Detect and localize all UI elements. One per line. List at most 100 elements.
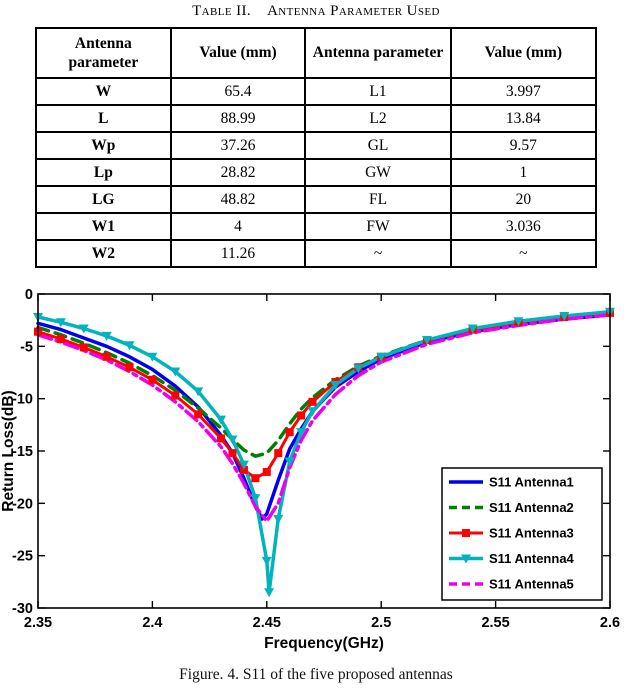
value-cell: 13.84 bbox=[449, 104, 598, 133]
y-tick-label: -10 bbox=[12, 392, 33, 408]
column-header: Value (mm) bbox=[449, 27, 598, 79]
param-cell: GL bbox=[304, 131, 452, 160]
square-marker bbox=[308, 397, 317, 406]
column-header: Value (mm) bbox=[169, 27, 307, 79]
value-cell: 4 bbox=[169, 212, 307, 241]
square-marker bbox=[262, 467, 271, 476]
triangle-marker bbox=[227, 435, 238, 445]
triangle-marker bbox=[78, 324, 89, 334]
param-cell: FW bbox=[304, 212, 452, 241]
triangle-marker bbox=[559, 311, 570, 321]
value-cell: 37.26 bbox=[169, 131, 307, 160]
y-tick-label: -20 bbox=[12, 496, 33, 512]
value-cell: 28.82 bbox=[169, 158, 307, 187]
value-cell: 48.82 bbox=[169, 185, 307, 214]
table-body: W 65.4 L1 3.997 L 88.99 L2 13.84 Wp 37.26 GL 9.57 Lp… bbox=[35, 77, 598, 268]
square-marker bbox=[285, 428, 294, 437]
value-cell: 20 bbox=[449, 185, 598, 214]
legend-label: S11 Antenna5 bbox=[489, 577, 574, 592]
parameter-table: Antenna parameter Value (mm) Antenna param… bbox=[35, 27, 598, 268]
triangle-marker bbox=[284, 457, 295, 467]
table-title-text: Antenna Parameter Used bbox=[267, 3, 440, 19]
param-cell: W2 bbox=[35, 239, 172, 268]
param-cell: Wp bbox=[35, 131, 172, 160]
square-marker bbox=[171, 391, 180, 400]
triangle-marker bbox=[307, 407, 318, 417]
s11-chart: 2.35 2.4 2.45 2.5 2.55 2.6 0 -5 -10 -15 -20 -25 -30 F… bbox=[0, 284, 632, 662]
column-header: Antenna parameter bbox=[35, 27, 172, 79]
table-header-row: Antenna parameter Value (mm) Antenna param… bbox=[35, 27, 598, 79]
square-marker bbox=[79, 343, 88, 352]
value-cell: 3.036 bbox=[449, 212, 598, 241]
value-cell: 65.4 bbox=[169, 77, 307, 106]
table-number: Table II. bbox=[192, 3, 252, 19]
legend-label: S11 Antenna1 bbox=[489, 475, 574, 490]
square-marker bbox=[239, 465, 248, 474]
x-tick-label: 2.55 bbox=[481, 615, 509, 631]
y-tick-label: -25 bbox=[12, 549, 33, 565]
param-cell: L1 bbox=[304, 77, 452, 106]
square-marker bbox=[228, 449, 237, 458]
y-axis-label: Return Loss(dB) bbox=[0, 390, 17, 511]
triangle-marker bbox=[216, 415, 227, 425]
value-cell: ~ bbox=[449, 239, 598, 268]
x-tick-label: 2.6 bbox=[600, 615, 620, 631]
value-cell: 1 bbox=[449, 158, 598, 187]
triangle-marker bbox=[250, 494, 261, 504]
triangle-marker bbox=[353, 364, 364, 374]
value-cell: 3.997 bbox=[449, 77, 598, 106]
y-tick-label: -5 bbox=[20, 339, 33, 355]
square-marker bbox=[56, 335, 65, 344]
triangle-marker bbox=[261, 556, 272, 566]
square-marker bbox=[251, 474, 260, 483]
value-cell: 88.99 bbox=[169, 104, 307, 133]
triangle-marker bbox=[421, 336, 432, 346]
square-marker bbox=[217, 434, 226, 443]
table-title: Table II. Antenna Parameter Used bbox=[0, 0, 632, 20]
square-marker bbox=[194, 410, 203, 419]
square-marker bbox=[297, 411, 306, 420]
triangle-marker bbox=[238, 460, 249, 470]
param-cell: ~ bbox=[304, 239, 452, 268]
param-cell: FL bbox=[304, 185, 452, 214]
param-cell: GW bbox=[304, 158, 452, 187]
s11-chart-wrap: 2.35 2.4 2.45 2.5 2.55 2.6 0 -5 -10 -15 -20 -25 -30 F… bbox=[0, 284, 632, 662]
table-row: W2 11.26 ~ ~ bbox=[35, 239, 598, 268]
legend-label: S11 Antenna2 bbox=[489, 500, 574, 515]
square-marker bbox=[148, 375, 157, 384]
triangle-marker bbox=[467, 324, 478, 334]
y-tick-label: -15 bbox=[12, 444, 33, 460]
triangle-marker bbox=[147, 352, 158, 362]
parameter-table-wrap: Antenna parameter Value (mm) Antenna param… bbox=[0, 20, 632, 268]
table-row: Lp 28.82 GW 1 bbox=[35, 158, 598, 187]
table-row: L 88.99 L2 13.84 bbox=[35, 104, 598, 133]
triangle-marker bbox=[193, 387, 204, 397]
triangle-marker bbox=[101, 331, 112, 341]
triangle-marker bbox=[376, 352, 387, 362]
legend-label: S11 Antenna3 bbox=[489, 526, 574, 541]
table-row: LG 48.82 FL 20 bbox=[35, 185, 598, 214]
square-marker bbox=[274, 449, 283, 458]
triangle-marker bbox=[124, 341, 135, 351]
table-row: Wp 37.26 GL 9.57 bbox=[35, 131, 598, 160]
triangle-marker bbox=[330, 381, 341, 391]
y-tick-label: 0 bbox=[25, 287, 33, 303]
figure-caption: Figure. 4. S11 of the five proposed ante… bbox=[179, 666, 453, 683]
table-row: W 65.4 L1 3.997 bbox=[35, 77, 598, 106]
param-cell: W bbox=[35, 77, 172, 106]
value-cell: 9.57 bbox=[449, 131, 598, 160]
square-marker bbox=[125, 363, 134, 372]
param-cell: Lp bbox=[35, 158, 172, 187]
triangle-marker bbox=[273, 515, 284, 525]
x-tick-label: 2.45 bbox=[253, 615, 281, 631]
x-tick-label: 2.5 bbox=[371, 615, 391, 631]
triangle-marker bbox=[296, 428, 307, 438]
triangle-marker bbox=[513, 317, 524, 327]
value-cell: 11.26 bbox=[169, 239, 307, 268]
param-cell: LG bbox=[35, 185, 172, 214]
triangle-marker bbox=[55, 318, 66, 328]
x-tick-label: 2.35 bbox=[24, 615, 52, 631]
y-tick-label: -30 bbox=[12, 601, 33, 617]
legend-label: S11 Antenna4 bbox=[489, 551, 575, 566]
